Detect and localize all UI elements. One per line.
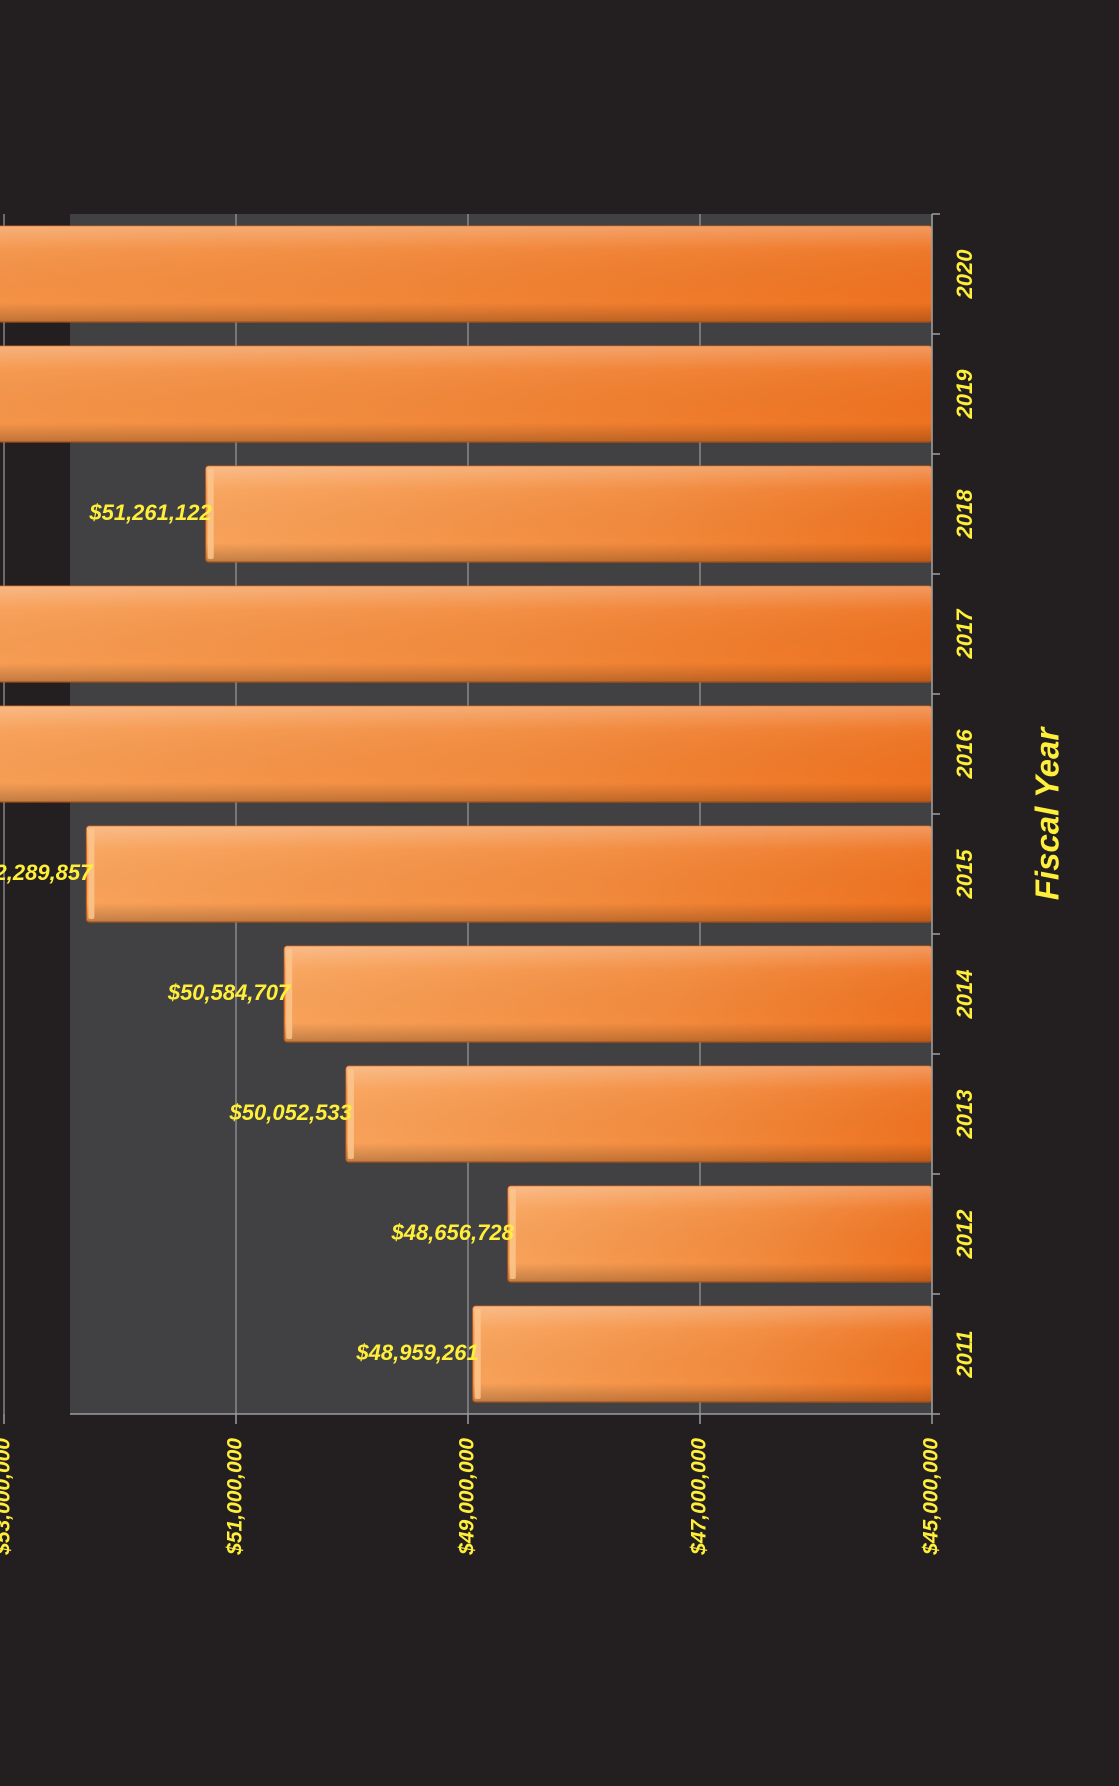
bar-end-cap xyxy=(347,1069,354,1159)
category-label: 2016 xyxy=(952,729,977,780)
axes xyxy=(3,213,940,1424)
bar-highlight xyxy=(472,1306,932,1402)
bar-2018 xyxy=(205,465,933,563)
labels: $45,000,000 $47,000,000 $49,000,000 $51,000… xyxy=(0,249,1066,1556)
bar-highlight xyxy=(284,946,933,1042)
bar-highlight xyxy=(0,346,932,442)
bar-2019 xyxy=(0,345,933,443)
value-tick-label: $49,000,000 xyxy=(456,1438,479,1556)
bar-2012 xyxy=(507,1185,933,1283)
data-label: $52,289,857 xyxy=(0,860,94,885)
category-axis-title: Fiscal Year xyxy=(1029,726,1066,901)
bar-end-cap xyxy=(286,949,293,1039)
bar-end-cap xyxy=(509,1189,516,1279)
bar-highlight xyxy=(86,826,932,922)
category-label: 2018 xyxy=(952,489,977,540)
bar-2020 xyxy=(0,225,933,323)
value-tick-label: $51,000,000 xyxy=(224,1438,247,1556)
bar-highlight xyxy=(0,226,932,322)
bar-2013 xyxy=(345,1065,933,1163)
bar-end-cap xyxy=(474,1309,481,1399)
bar-end-cap xyxy=(88,829,95,919)
data-label: $48,656,728 xyxy=(390,1220,514,1245)
category-label: 2012 xyxy=(952,1209,977,1260)
bar-end-cap xyxy=(207,469,214,559)
bar-2011 xyxy=(472,1305,933,1403)
bar-highlight xyxy=(0,586,932,682)
data-label: $50,584,707 xyxy=(167,980,292,1005)
category-label: 2017 xyxy=(952,608,977,660)
bar-highlight xyxy=(0,706,932,802)
bars xyxy=(0,225,933,1403)
data-label: $51,261,122 xyxy=(88,500,212,525)
category-label: 2013 xyxy=(952,1090,977,1140)
data-label: $48,959,261 xyxy=(355,1340,478,1365)
bar-2015 xyxy=(85,825,933,923)
bar-highlight xyxy=(205,466,933,562)
category-label: 2019 xyxy=(952,369,977,420)
bar-2017 xyxy=(0,585,933,683)
category-label: 2011 xyxy=(952,1330,977,1378)
value-tick-label: $47,000,000 xyxy=(688,1438,711,1556)
value-tick-label: $53,000,000 xyxy=(0,1438,15,1556)
bar-2014 xyxy=(283,945,933,1043)
category-label: 2014 xyxy=(952,970,977,1020)
bar-highlight xyxy=(345,1066,933,1162)
category-label: 2020 xyxy=(952,249,977,300)
category-label: 2015 xyxy=(952,849,977,900)
value-tick-label: $45,000,000 xyxy=(920,1438,943,1556)
data-label: $50,052,533 xyxy=(229,1100,352,1125)
bar-highlight xyxy=(507,1186,932,1282)
bar-2016 xyxy=(0,705,933,803)
